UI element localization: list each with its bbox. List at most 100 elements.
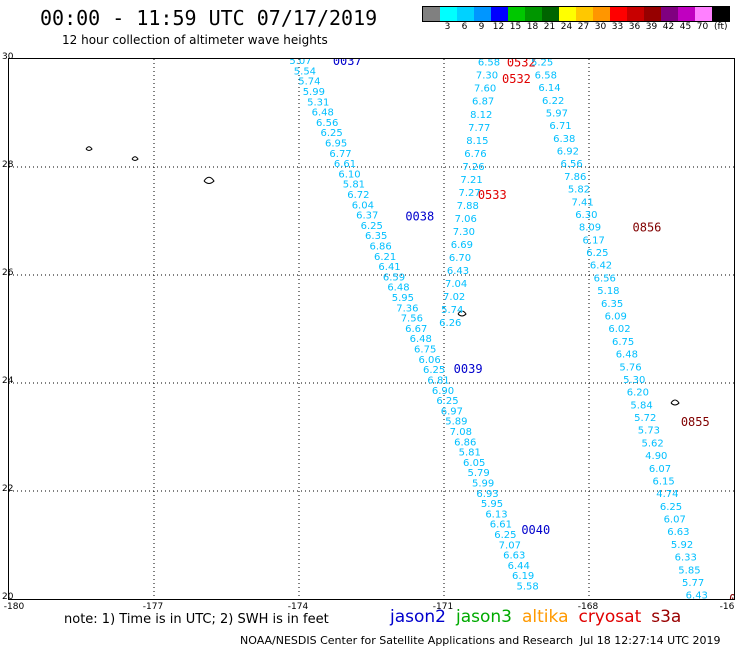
color-scale-tick: 36 [628, 22, 641, 32]
wave-height-value: 6.61 [490, 520, 512, 531]
color-swatch [542, 7, 559, 21]
color-scale-bar [422, 6, 730, 22]
map-canvas: 5.075.545.745.995.316.486.566.256.956.77… [9, 59, 734, 599]
wave-height-value: 7.30 [476, 71, 498, 82]
wave-height-value: 5.72 [634, 413, 656, 424]
wave-height-value: 8.15 [466, 136, 488, 147]
color-swatch [661, 7, 678, 21]
island-outline [131, 156, 139, 161]
wave-height-value: 7.36 [396, 303, 418, 314]
wave-height-value: 6.10 [338, 169, 360, 180]
wave-height-value: 6.25 [436, 396, 458, 407]
footer-credit: NOAA/NESDIS Center for Satellite Applica… [240, 634, 574, 647]
wave-height-value: 6.25 [321, 128, 343, 139]
wave-height-value: 6.41 [378, 262, 400, 273]
pass-time-label: 0039 [454, 362, 483, 376]
wave-height-value: 6.58 [535, 70, 557, 81]
wave-height-value: 7.88 [457, 201, 479, 212]
wave-height-value: 5.99 [303, 87, 325, 98]
longitude-tick-label: -177 [142, 602, 164, 612]
wave-height-value: 6.61 [334, 159, 356, 170]
color-scale-tick: 30 [594, 22, 607, 32]
wave-height-value: 6.17 [583, 235, 605, 246]
wave-height-value: 6.44 [508, 561, 530, 572]
color-scale-tick: 70 [696, 22, 709, 32]
wave-height-value: 6.25 [586, 248, 608, 259]
wave-height-value: 6.77 [329, 149, 351, 160]
color-swatch [644, 7, 661, 21]
wave-height-value: 7.56 [401, 314, 423, 325]
wave-height-value: 6.72 [347, 190, 369, 201]
wave-height-value: 6.70 [449, 253, 471, 264]
color-scale-tick: 42 [662, 22, 675, 32]
wave-height-value: 7.07 [499, 540, 521, 551]
latitude-tick-label: 28 [2, 160, 14, 170]
pass-time-label: 0038 [405, 210, 434, 224]
color-scale-labels: 3 6 9 12 15 18 21 24 27 30 33 36 39 42 45 70 [422, 22, 728, 34]
wave-height-value: 5.62 [641, 438, 663, 449]
color-swatch [593, 7, 610, 21]
color-scale-tick: 33 [611, 22, 624, 32]
color-swatch [712, 7, 729, 21]
wave-height-value: 6.67 [405, 324, 427, 335]
wave-height-value: 6.35 [601, 299, 623, 310]
legend-entry-altika: altika [522, 607, 569, 627]
wave-height-value: 6.92 [557, 147, 579, 158]
wave-height-value: 5.84 [630, 400, 652, 411]
longitude-tick-label: -174 [287, 602, 309, 612]
wave-height-value: 6.90 [432, 386, 454, 397]
color-swatch [474, 7, 491, 21]
wave-height-value: 6.06 [419, 355, 441, 366]
wave-height-value: 7.77 [468, 123, 490, 134]
wave-height-value: 6.69 [451, 240, 473, 251]
color-scale-tick: 3 [444, 22, 451, 32]
color-scale-tick: 15 [509, 22, 522, 32]
footer-timestamp: Jul 18 12:27:14 UTC 2019 [580, 634, 721, 647]
longitude-tick-label: -168 [577, 602, 599, 612]
wave-height-value: 5.85 [678, 565, 700, 576]
wave-height-value: 5.77 [682, 578, 704, 589]
color-swatch [627, 7, 644, 21]
wave-height-value: 5.58 [517, 582, 539, 593]
wave-height-value: 7.41 [572, 197, 594, 208]
wave-height-value: 7.06 [455, 214, 477, 225]
wave-height-value: 5.79 [468, 468, 490, 479]
color-swatch [525, 7, 542, 21]
color-scale-tick: 9 [478, 22, 485, 32]
wave-height-value: 6.59 [383, 272, 405, 283]
latitude-tick-label: 30 [2, 52, 14, 62]
legend-entry-cryosat: cryosat [578, 607, 642, 627]
wave-height-value: 6.58 [478, 59, 500, 69]
wave-height-value: 6.25 [423, 365, 445, 376]
wave-height-value: 6.43 [447, 266, 469, 277]
pass-time-label: 0532 [507, 59, 536, 70]
color-scale-tick: 12 [492, 22, 505, 32]
latitude-tick-label: 20 [2, 592, 14, 602]
longitude-tick-label: -180 [3, 602, 25, 612]
wave-height-value: 7.27 [459, 188, 481, 199]
wave-height-value: 6.07 [649, 464, 671, 475]
wave-height-value: 5.95 [392, 293, 414, 304]
color-swatch [508, 7, 525, 21]
color-scale-tick: 18 [526, 22, 539, 32]
wave-height-value: 5.95 [481, 499, 503, 510]
island-outline [457, 310, 467, 317]
island-outline [85, 146, 93, 151]
wave-height-value: 7.02 [443, 292, 465, 303]
wave-height-value: 6.93 [476, 489, 498, 500]
pass-time-label: 0533 [478, 188, 507, 202]
wave-height-value: 7.08 [450, 427, 472, 438]
wave-height-value: 4.90 [645, 451, 667, 462]
wave-height-value: 5.76 [619, 362, 641, 373]
longitude-tick-label: -171 [432, 602, 454, 612]
wave-height-value: 6.37 [356, 211, 378, 222]
legend-entry-s3a: s3a [651, 607, 682, 627]
pass-time-label: 0856 [633, 220, 662, 234]
wave-height-value: 6.48 [616, 350, 638, 361]
wave-height-value: 6.21 [374, 252, 396, 263]
longitude-tick-label: -16 [719, 602, 735, 612]
color-scale-tick: 27 [577, 22, 590, 32]
wave-height-value: 6.25 [660, 502, 682, 513]
wave-height-value: 6.19 [512, 571, 534, 582]
color-swatch [610, 7, 627, 21]
